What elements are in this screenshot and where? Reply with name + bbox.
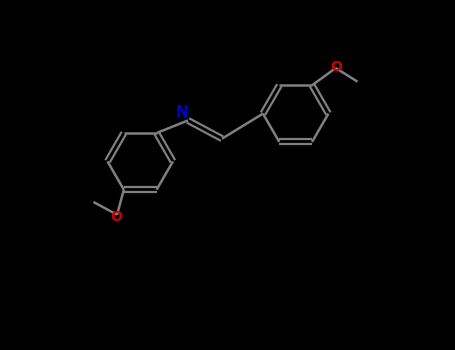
Text: N: N	[176, 105, 188, 120]
Text: O: O	[331, 60, 343, 74]
Text: O: O	[110, 210, 122, 224]
